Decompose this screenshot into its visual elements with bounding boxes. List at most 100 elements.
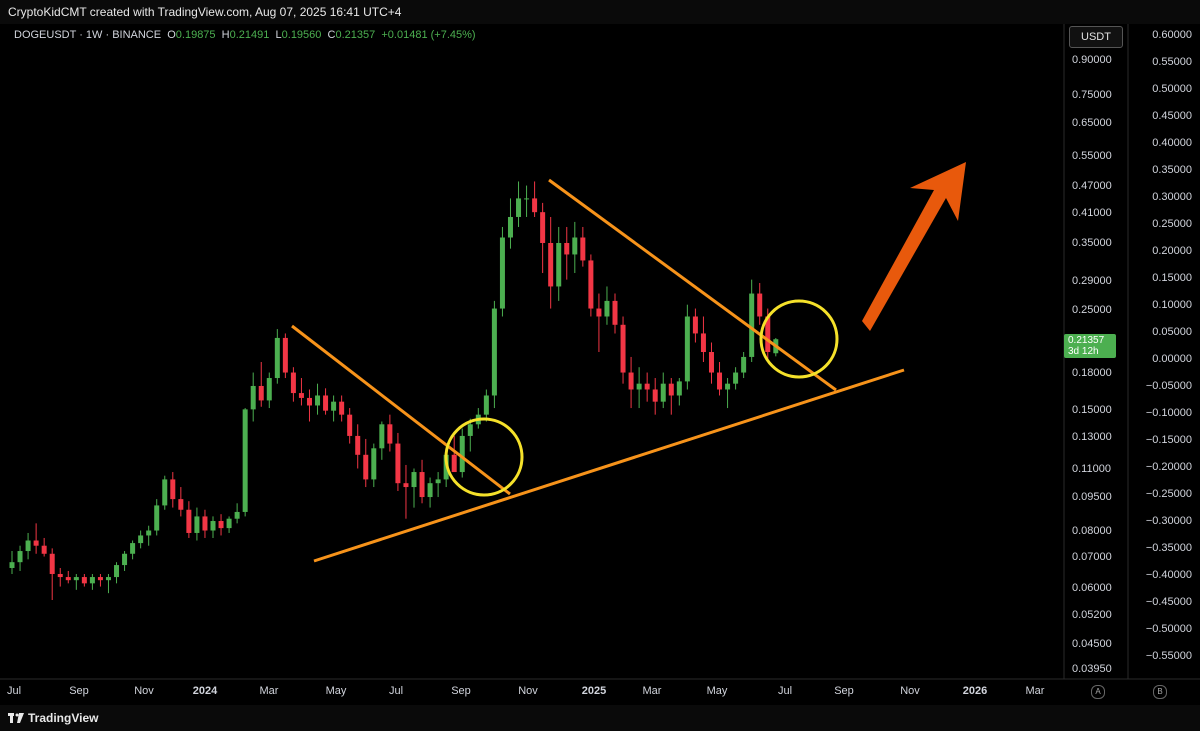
candle-body [411,472,417,488]
price-tick-label: 0.47000 [1072,180,1112,192]
candle-body [499,237,505,309]
price-tick-label: 0.03950 [1072,663,1112,675]
last-price-value: 0.21357 [1068,335,1105,346]
candle [757,283,763,325]
candle-body [516,198,522,217]
candle-body [89,577,95,584]
time-axis[interactable]: Jul Sep Nov 2024 Mar May Jul Sep Nov 2025 Mar May Ju… [7,685,1045,697]
candle [572,221,578,274]
candle [580,226,586,267]
auto-scale-button[interactable]: A [1091,685,1105,699]
price-tick-label: 0.06000 [1072,582,1112,594]
candle [459,428,465,478]
tradingview-logo[interactable]: TradingView [8,711,98,725]
candle [491,300,497,409]
time-tick-label: Nov [900,685,920,697]
time-tick-label: Jul [778,685,792,697]
candle-body [250,385,256,410]
candle-body [379,424,385,449]
secondary-tick-label: 0.40000 [1152,137,1192,149]
candle [652,378,658,415]
secondary-axis[interactable]: 0.60000 0.55000 0.50000 0.45000 0.40000 0.350… [1146,29,1192,662]
candle [708,342,714,384]
tradingview-brand: TradingView [28,711,99,725]
candle-body [306,397,312,406]
ascending-support-trendline [313,368,905,563]
price-tick-label: 0.07000 [1072,551,1112,563]
candle [684,304,690,390]
candle-body [138,535,144,544]
chart-background [0,24,1200,705]
candle [363,438,369,488]
candle [411,468,417,508]
candle [114,562,120,584]
secondary-tick-label: −0.25000 [1146,488,1192,500]
time-tick-label: Jul [389,685,403,697]
secondary-tick-label: 0.55000 [1152,56,1192,68]
annotation-layer [291,162,966,563]
candle-body [315,395,321,406]
candle [604,286,610,325]
candle [556,226,562,301]
candle [73,573,79,590]
price-axis[interactable]: 0.90000 0.75000 0.65000 0.55000 0.47000 0.410… [1072,54,1112,675]
candle [612,293,618,334]
price-tick-label: 0.08000 [1072,525,1112,537]
symbol-label[interactable]: DOGEUSDT · 1W · BINANCE [14,29,162,41]
price-tick-label: 0.04500 [1072,638,1112,650]
candle-body [692,316,698,334]
time-tick-label: Sep [451,685,471,697]
candle-body [266,378,272,401]
candle-body [483,395,489,415]
time-tick-label: Nov [134,685,154,697]
time-tick-label: Mar [260,685,279,697]
candle [331,395,337,422]
candle-body [363,454,369,480]
candle [162,475,168,510]
high-value: 0.21491 [229,29,270,41]
secondary-tick-label: −0.05000 [1146,380,1192,392]
candle-body [202,516,208,531]
price-chart[interactable]: 0.90000 0.75000 0.65000 0.55000 0.47000 0.410… [0,0,1200,705]
candle [122,551,128,571]
candle-body [33,540,39,546]
price-tick-label: 0.09500 [1072,491,1112,503]
candle-body [708,352,714,373]
candle-body [186,509,192,533]
candle [668,378,674,415]
log-scale-button[interactable]: B [1153,685,1167,699]
secondary-tick-label: 0.25000 [1152,218,1192,230]
candle [298,378,304,406]
candle [467,418,473,452]
candle [435,472,441,498]
candle-body [540,212,546,243]
change-value: +0.01481 (+7.45%) [381,29,476,41]
candle-body [612,300,618,325]
ohlc-legend: DOGEUSDT · 1W · BINANCE O0.19875 H0.2149… [14,29,476,41]
candle-body [717,372,723,390]
bar-countdown: 3d 12h [1068,346,1099,357]
secondary-tick-label: −0.10000 [1146,407,1192,419]
candle [178,487,184,517]
candle [242,408,248,517]
candle [323,388,329,415]
candle [355,424,361,469]
time-tick-label: Sep [834,685,854,697]
candle-body [628,372,634,390]
candle [65,570,71,584]
candle-body [65,577,71,581]
candle-body [17,551,23,563]
candle-body [588,260,594,309]
candle [483,389,489,422]
candle [105,573,111,594]
candle [89,573,95,590]
candle-body [596,308,602,317]
candle-body [700,333,706,353]
candle [644,372,650,402]
currency-button[interactable]: USDT [1069,26,1123,48]
candle [516,181,522,227]
candle [97,573,103,587]
candle-body [49,553,55,574]
secondary-tick-label: 0.45000 [1152,110,1192,122]
candle [717,362,723,396]
